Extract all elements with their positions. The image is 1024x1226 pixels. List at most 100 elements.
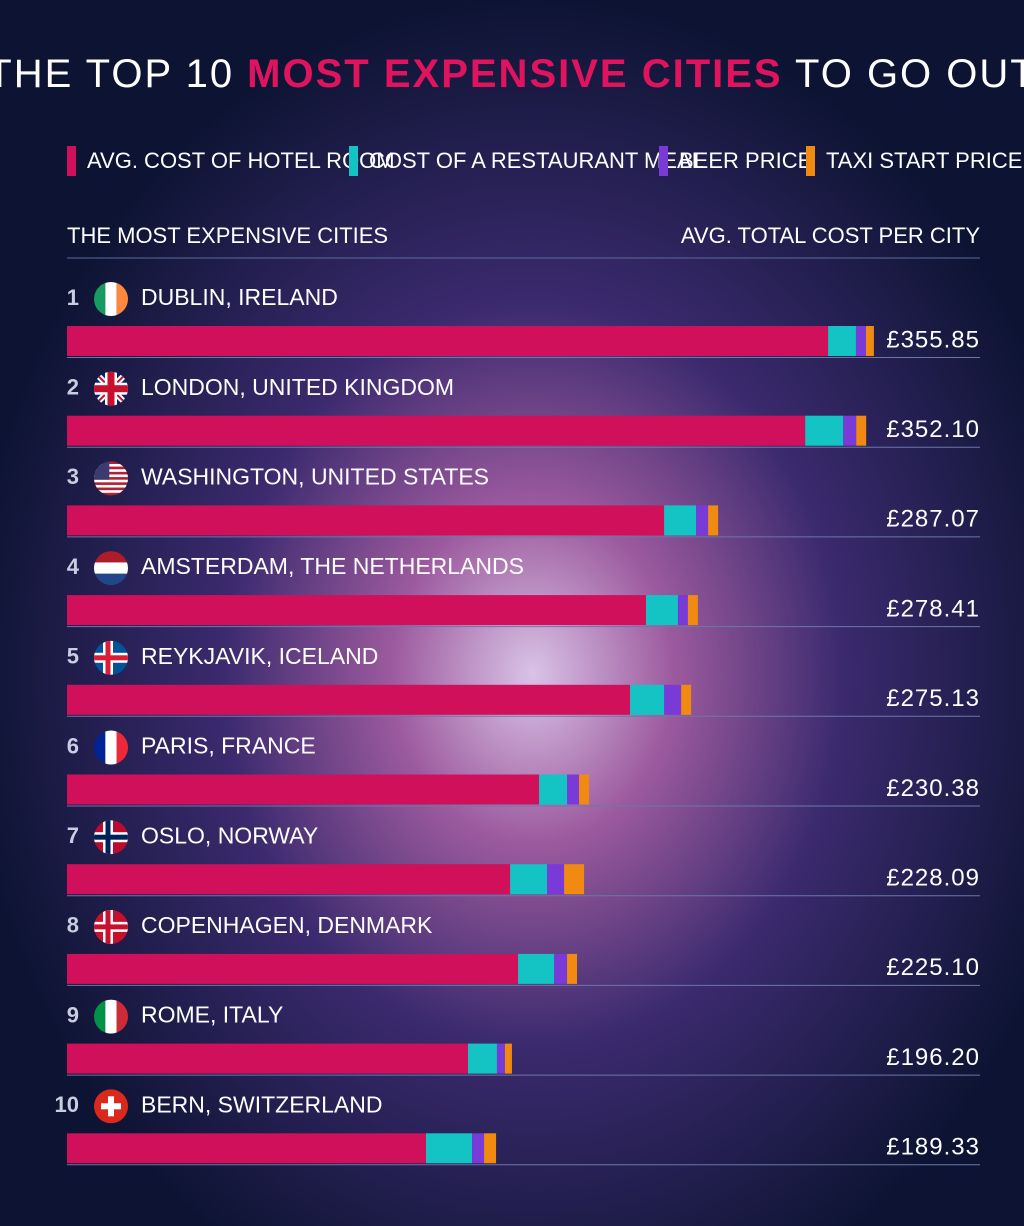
city-label: BERN, SWITZERLAND — [141, 1091, 383, 1117]
bar-segment — [67, 415, 806, 446]
flag — [94, 282, 128, 316]
bar-segment — [67, 1133, 426, 1164]
rank: 1 — [67, 285, 79, 310]
bar-segment — [696, 505, 709, 536]
bar-segment — [677, 595, 688, 626]
flag-part — [94, 484, 128, 488]
bar-segment — [67, 1043, 468, 1074]
flag-part — [94, 482, 128, 486]
flag-part — [105, 999, 117, 1034]
flag-part — [94, 474, 128, 478]
bar-segment — [496, 1043, 505, 1074]
bar-segment — [708, 505, 719, 536]
rank: 4 — [67, 554, 80, 579]
flag-part — [94, 471, 128, 475]
bar-segment — [828, 326, 856, 356]
flag-part — [94, 282, 106, 316]
city-label: REYKJAVIK, ICELAND — [141, 643, 378, 669]
flag-part — [94, 487, 128, 491]
bar-segment — [630, 684, 665, 715]
flag-part — [105, 282, 117, 316]
bar-segment — [539, 774, 568, 805]
total-label: £275.13 — [886, 685, 980, 712]
bar-segment — [67, 505, 665, 536]
bar-segment — [865, 326, 874, 356]
flag-part — [94, 573, 128, 586]
bar-segment — [664, 505, 697, 536]
city-label: LONDON, UNITED KINGDOM — [141, 374, 454, 400]
bar-segment — [484, 1133, 497, 1164]
flag — [94, 909, 128, 944]
total-label: £196.20 — [886, 1044, 980, 1071]
bar-segment — [510, 864, 548, 895]
flag — [94, 999, 128, 1034]
flag-part — [94, 562, 128, 574]
bar-segment — [681, 684, 692, 715]
total-label: £230.38 — [886, 775, 980, 802]
total-label: £189.33 — [886, 1134, 980, 1161]
bar-segment — [67, 595, 646, 626]
bar-segment — [843, 415, 857, 446]
bar-segment — [579, 774, 590, 805]
rank: 9 — [67, 1002, 79, 1027]
bar-segment — [554, 953, 568, 984]
bar-segment — [664, 684, 682, 715]
flag — [94, 461, 128, 496]
legend-label: AVG. COST OF HOTEL ROOM — [87, 148, 395, 173]
flag-part — [94, 461, 128, 465]
flag — [94, 640, 128, 675]
chart-title: THE TOP 10 MOST EXPENSIVE CITIES TO GO O… — [0, 52, 1024, 96]
legend-swatch — [659, 146, 668, 176]
rank: 7 — [67, 823, 79, 848]
bar-segment — [645, 595, 678, 626]
bar-segment — [547, 864, 565, 895]
flag-part — [94, 464, 128, 467]
rank: 10 — [55, 1092, 79, 1117]
left-header: THE MOST EXPENSIVE CITIES — [67, 223, 388, 248]
flag-part — [94, 492, 128, 496]
bar-segment — [67, 864, 511, 895]
bar-segment — [67, 953, 519, 984]
bar-segment — [687, 595, 698, 626]
legend-swatch — [349, 146, 358, 176]
flag-part — [94, 730, 106, 765]
bar-segment — [855, 326, 866, 356]
flag — [94, 820, 128, 855]
flag-part — [94, 385, 128, 393]
flag-part — [94, 551, 128, 563]
flag-part — [116, 282, 128, 316]
bar-segment — [567, 774, 580, 805]
city-label: ROME, ITALY — [141, 1002, 283, 1028]
city-label: DUBLIN, IRELAND — [141, 284, 338, 310]
bar-segment — [67, 326, 829, 356]
flag — [94, 1089, 128, 1124]
legend-label: TAXI START PRICE — [826, 148, 1022, 173]
bar-segment — [518, 953, 555, 984]
rank: 3 — [67, 464, 79, 489]
bar-segment — [67, 684, 631, 715]
rank: 2 — [67, 375, 79, 400]
bar-segment — [472, 1133, 485, 1164]
flag — [94, 371, 128, 406]
flag — [94, 730, 128, 765]
city-label: COPENHAGEN, DENMARK — [141, 912, 433, 938]
flag-part — [105, 730, 117, 765]
rank: 5 — [67, 644, 79, 669]
flag-part — [94, 477, 128, 481]
flag-part — [94, 834, 128, 840]
city-label: PARIS, FRANCE — [141, 733, 316, 759]
flag-part — [94, 655, 128, 661]
flag-part — [94, 479, 128, 483]
total-label: £225.10 — [886, 954, 980, 981]
total-label: £287.07 — [886, 506, 980, 533]
title-highlight: MOST EXPENSIVE CITIES — [247, 52, 782, 96]
bar-segment — [504, 1043, 512, 1074]
total-label: £228.09 — [886, 865, 980, 892]
total-label: £278.41 — [886, 595, 980, 622]
rank: 8 — [67, 913, 79, 938]
flag-part — [94, 924, 128, 930]
flag-part — [116, 999, 128, 1034]
title-part: THE TOP 10 — [0, 52, 234, 96]
